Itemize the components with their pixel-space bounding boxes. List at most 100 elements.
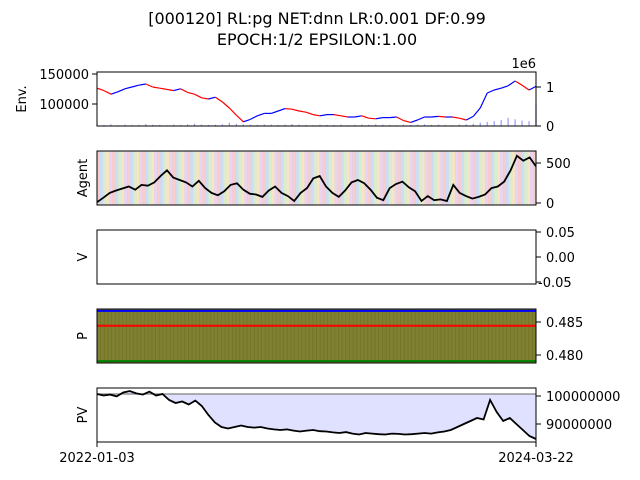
env-price-segment [389, 116, 397, 119]
agent-stripe [388, 151, 393, 205]
agent-stripe [349, 151, 353, 205]
figure-title-line1: [000120] RL:pg NET:dnn LR:0.001 DF:0.99 [148, 9, 486, 28]
p-right-ticks: 0.485 0.480 [536, 316, 583, 364]
agent-stripe [217, 151, 221, 205]
pv-right-ticks: 100000000 90000000 [536, 390, 620, 433]
agent-stripe [226, 151, 230, 205]
env-price-segment [243, 118, 251, 123]
env-price-segment [257, 112, 265, 117]
env-price-segment [201, 97, 209, 100]
agent-stripe [283, 151, 287, 205]
x-axis-ticks: 2022-01-03 2024-03-22 [59, 442, 574, 466]
agent-stripe [436, 151, 441, 205]
agent-stripe [493, 151, 498, 205]
env-left-ticks: 100000 150000 [39, 68, 97, 113]
agent-stripe [244, 151, 248, 205]
env-price-segment [375, 117, 383, 120]
env-y2-offset: 1e6 [511, 57, 536, 72]
x-tick-end: 2024-03-22 [498, 451, 574, 466]
agent-stripe [295, 151, 299, 205]
agent-stripe [304, 151, 308, 205]
env-price-segment [507, 80, 516, 87]
agent-stripe [103, 151, 107, 205]
agent-stripe [112, 151, 116, 205]
agent-stripe [298, 151, 302, 205]
v-y2tick-0.05: 0.05 [546, 226, 575, 241]
agent-stripe [340, 151, 344, 205]
agent-series-line [96, 154, 537, 203]
agent-stripe [133, 151, 137, 205]
agent-stripe [361, 151, 366, 205]
env-price-segment [138, 83, 146, 86]
agent-stripe [508, 151, 513, 205]
env-price-segment [110, 91, 119, 95]
agent-stripe [100, 151, 104, 205]
env-price-segment [271, 110, 279, 114]
env-price-segment [417, 116, 425, 121]
agent-stripe [370, 151, 375, 205]
agent-stripe [400, 151, 405, 205]
env-price-segment [103, 90, 112, 95]
agent-stripe [130, 151, 134, 205]
agent-stripe [376, 151, 381, 205]
env-panel: Env. 100000 150000 0 1 1e6 [15, 57, 554, 135]
agent-stripe [337, 151, 341, 205]
agent-stripe [475, 151, 480, 205]
env-price-segment [368, 117, 376, 120]
env-price-segment [479, 92, 488, 109]
agent-stripe [127, 151, 131, 205]
agent-stripe [403, 151, 408, 205]
p-y2tick-0.480: 0.480 [546, 349, 583, 364]
agent-stripe [472, 151, 477, 205]
p-panel: P 0.485 0.480 [76, 308, 583, 364]
agent-background-stripes [97, 151, 537, 205]
agent-stripe [253, 151, 257, 205]
agent-stripe [289, 151, 293, 205]
agent-stripe [145, 151, 149, 205]
agent-right-ticks: 0 500 [536, 157, 571, 212]
env-price-segment [431, 115, 439, 118]
env-price-segment [528, 85, 537, 91]
agent-stripe [202, 151, 206, 205]
agent-stripe [259, 151, 263, 205]
agent-stripe [232, 151, 236, 205]
agent-stripe [421, 151, 426, 205]
agent-stripe [514, 151, 519, 205]
agent-stripe [118, 151, 122, 205]
env-price-segment [333, 114, 341, 117]
agent-stripe [310, 151, 314, 205]
p-ylabel: P [76, 332, 91, 340]
env-price-segment [305, 111, 314, 116]
env-frame [96, 71, 537, 127]
env-price-segment [96, 87, 105, 92]
env-price-segment [472, 107, 481, 117]
v-ylabel: V [76, 252, 91, 261]
agent-stripe [301, 151, 305, 205]
env-price-segment [235, 114, 244, 123]
env-y2tick-1: 1 [546, 81, 554, 96]
agent-y2tick-0: 0 [546, 197, 554, 212]
agent-stripe [331, 151, 335, 205]
env-price-segment [514, 80, 523, 86]
agent-stripe [343, 151, 347, 205]
agent-stripe [532, 151, 537, 205]
agent-stripe [409, 151, 414, 205]
env-price-segment [361, 115, 369, 119]
env-ytick-150000: 150000 [39, 68, 89, 83]
agent-stripe [187, 151, 191, 205]
agent-stripe [166, 151, 170, 205]
agent-stripe [211, 151, 215, 205]
agent-stripe [490, 151, 495, 205]
v-y2tick--0.05: -0.05 [538, 276, 572, 291]
agent-stripe [274, 151, 278, 205]
agent-stripe [364, 151, 369, 205]
agent-stripe [97, 151, 101, 205]
env-price-segment [459, 117, 467, 121]
agent-stripe [406, 151, 411, 205]
agent-stripe [268, 151, 272, 205]
agent-stripe [265, 151, 269, 205]
p-frame [96, 308, 537, 364]
agent-stripe [271, 151, 275, 205]
agent-stripe [502, 151, 507, 205]
